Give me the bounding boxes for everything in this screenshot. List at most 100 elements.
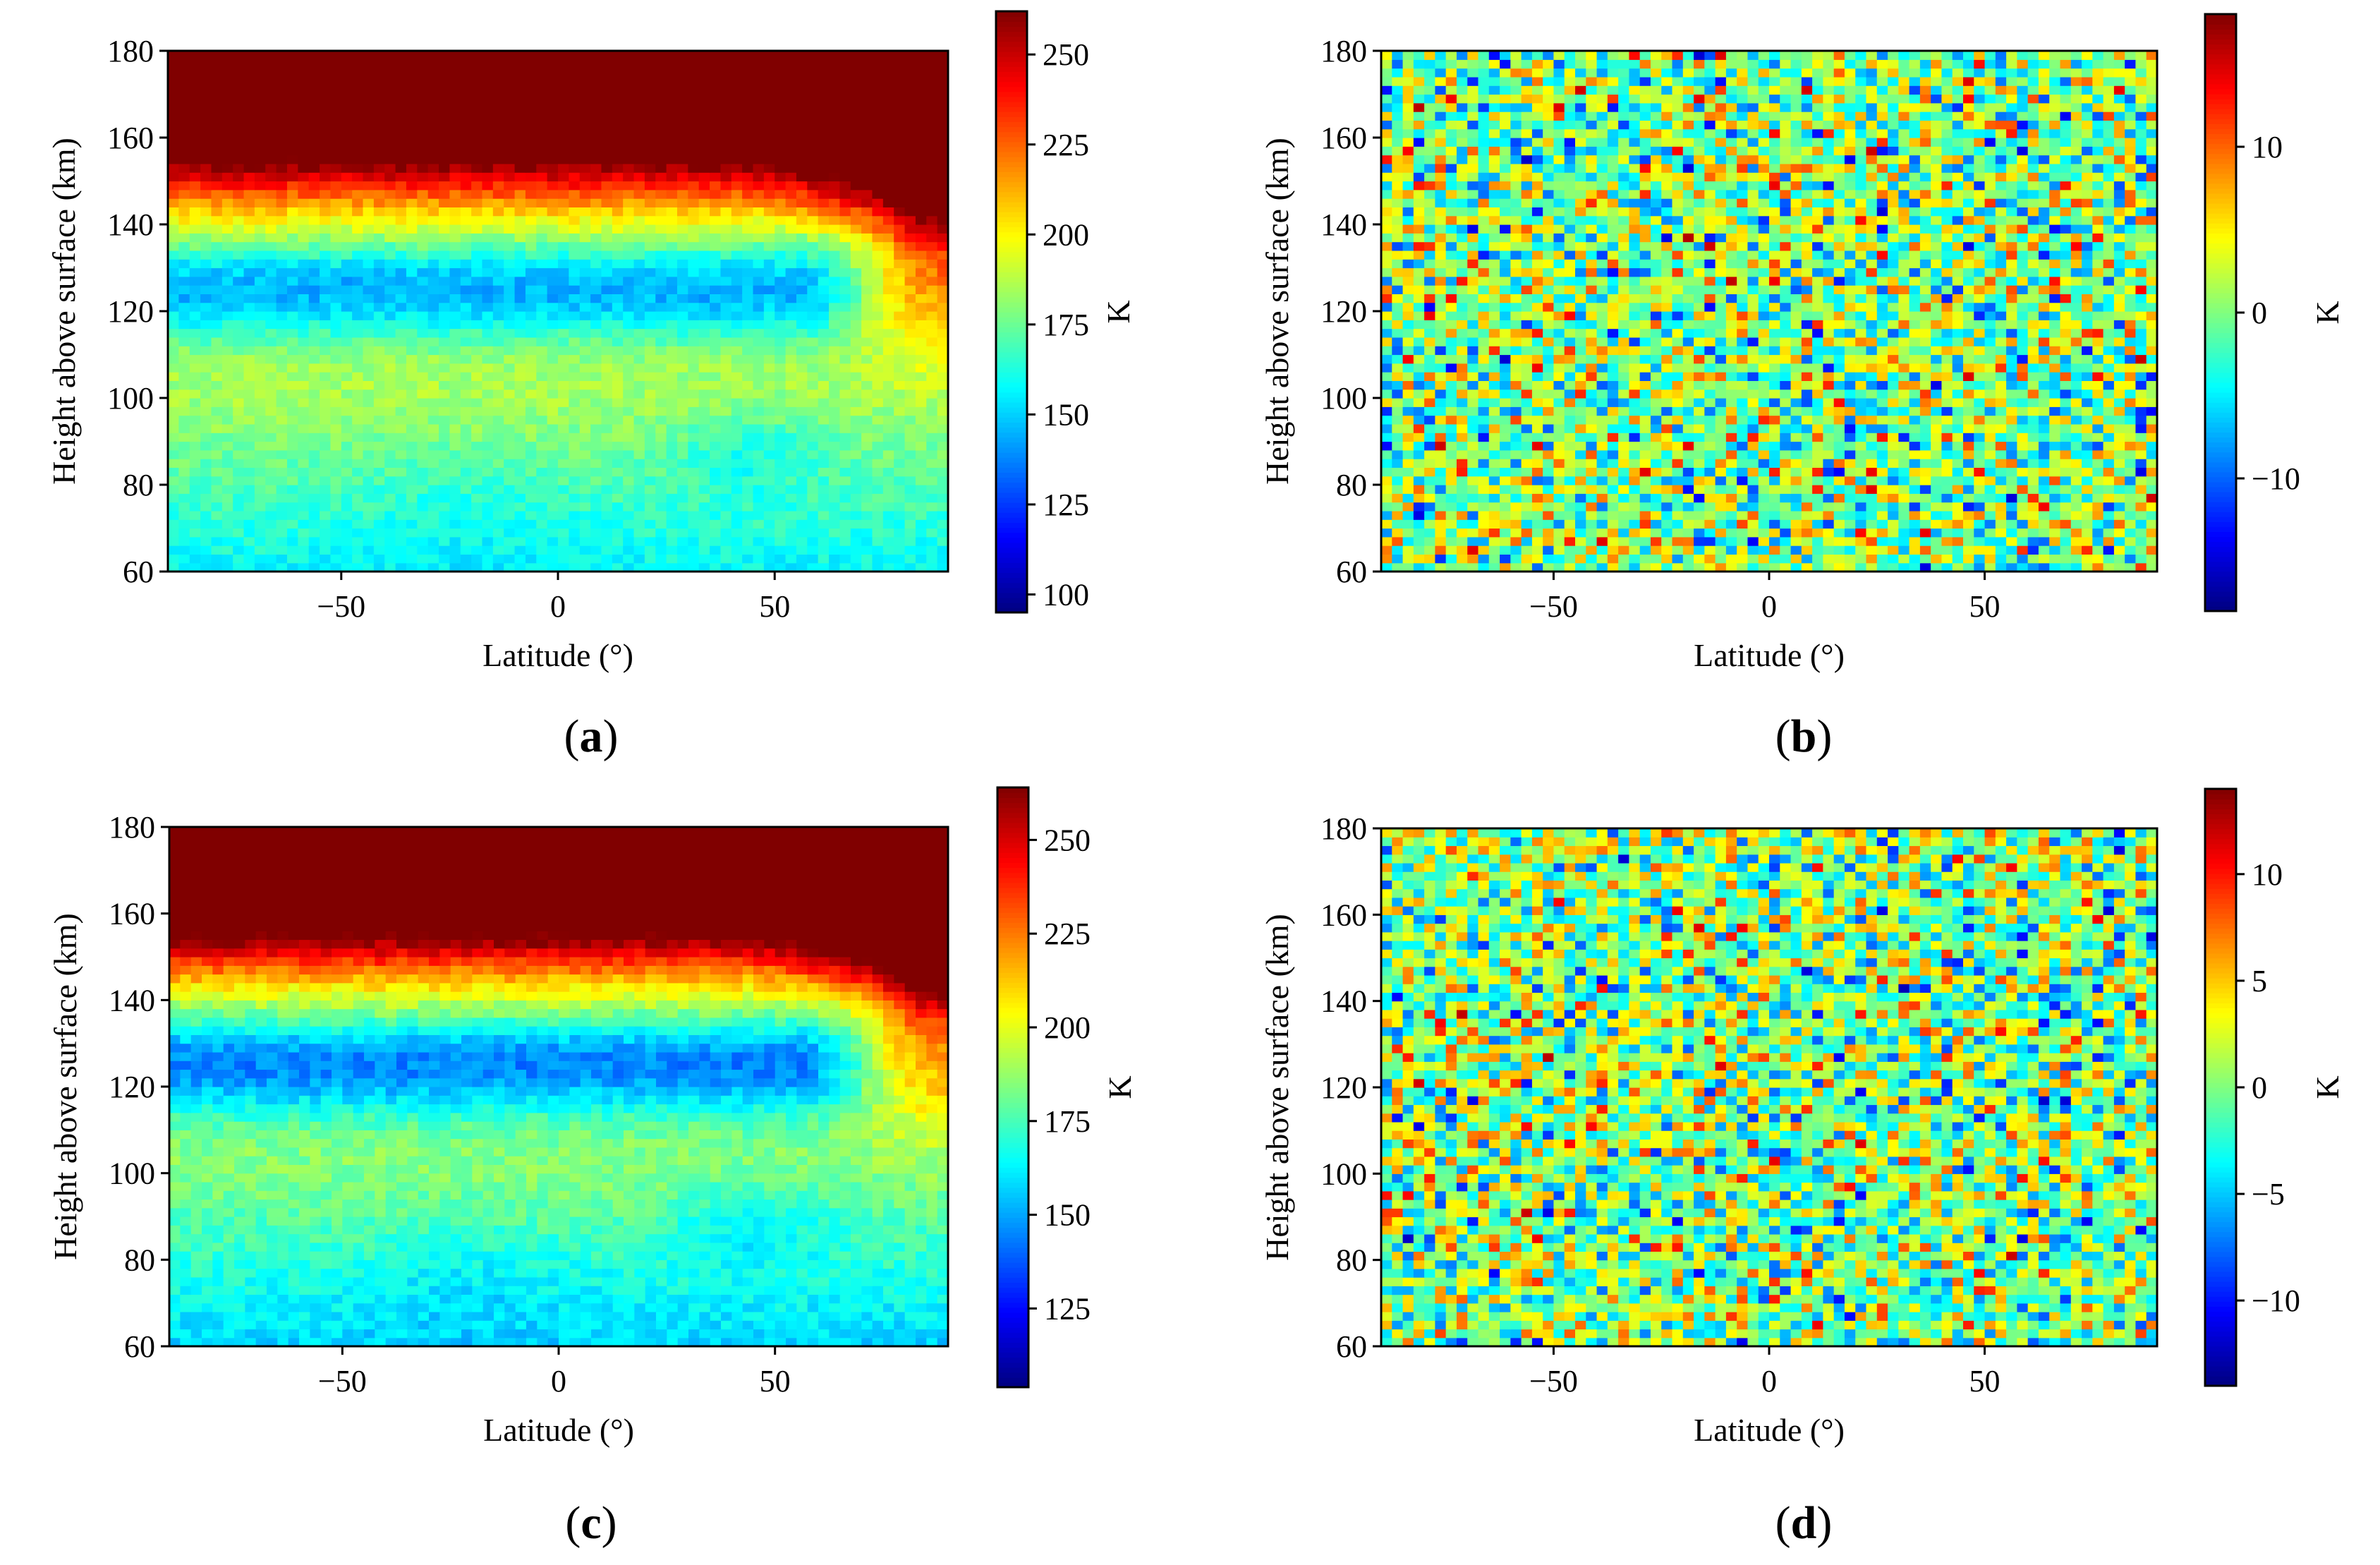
heatmap-cell (352, 216, 363, 225)
heatmap-cell (645, 329, 656, 338)
heatmap-cell (894, 138, 905, 147)
heatmap-cell (634, 233, 645, 242)
heatmap-cell (515, 285, 526, 294)
heatmap-cell (341, 355, 353, 364)
heatmap-cell (1479, 537, 1490, 546)
heatmap-cell (211, 346, 222, 355)
heatmap-cell (406, 380, 418, 389)
heatmap-cell (1769, 537, 1780, 546)
heatmap-cell (1931, 519, 1942, 528)
heatmap-cell (796, 250, 808, 260)
heatmap-cell (764, 337, 775, 346)
heatmap-cell (667, 424, 678, 433)
heatmap-cell (1479, 554, 1490, 563)
heatmap-cell (1823, 554, 1834, 563)
heatmap-cell (341, 268, 353, 277)
heatmap-cell (178, 268, 190, 277)
heatmap-cell (905, 363, 916, 373)
heatmap-cell (298, 155, 309, 164)
heatmap-cell (309, 493, 320, 502)
heatmap-cell (244, 416, 255, 425)
colorbar-segment (996, 87, 1027, 92)
heatmap-cell (178, 224, 190, 234)
heatmap-cell (2125, 554, 2136, 563)
heatmap-cell (255, 537, 266, 546)
heatmap-cell (255, 311, 266, 320)
heatmap-cell (894, 268, 905, 277)
heatmap-cell (341, 103, 353, 112)
heatmap-cell (839, 268, 851, 277)
heatmap-cell (558, 433, 569, 442)
heatmap-cell (547, 346, 559, 355)
heatmap-cell (330, 329, 341, 338)
heatmap-cell (244, 207, 255, 216)
heatmap-cell (926, 416, 937, 425)
heatmap-cell (883, 450, 894, 459)
heatmap-cell (590, 554, 602, 563)
heatmap-cell (580, 329, 591, 338)
heatmap-cell (916, 346, 927, 355)
heatmap-cell (558, 337, 569, 346)
heatmap-cell (807, 216, 818, 225)
heatmap-cell (211, 372, 222, 381)
heatmap-cell (439, 85, 450, 95)
heatmap-cell (1651, 537, 1662, 546)
heatmap-cell (1845, 545, 1856, 555)
heatmap-cell (851, 95, 862, 104)
heatmap-cell (1953, 528, 1964, 538)
heatmap-cell (688, 519, 699, 528)
heatmap-cell (330, 389, 341, 399)
heatmap-cell (504, 285, 515, 294)
heatmap-cell (580, 164, 591, 173)
heatmap-cell (1489, 537, 1500, 546)
heatmap-cell (287, 129, 298, 138)
heatmap-cell (601, 363, 612, 373)
colorbar-segment (996, 226, 1027, 232)
heatmap-cell (861, 416, 873, 425)
heatmap-cell (287, 172, 298, 181)
heatmap-cell (818, 77, 830, 86)
heatmap-cell (341, 77, 353, 86)
heatmap-cell (883, 537, 894, 546)
heatmap-cell (937, 259, 949, 268)
heatmap-cell (710, 138, 721, 147)
heatmap-cell (363, 242, 375, 251)
heatmap-cell (926, 424, 937, 433)
heatmap-cell (807, 181, 818, 191)
heatmap-cell (265, 511, 277, 520)
heatmap-cell (796, 337, 808, 346)
heatmap-cell (265, 502, 277, 512)
heatmap-cell (396, 129, 407, 138)
heatmap-cell (569, 424, 580, 433)
heatmap-cell (1457, 554, 1468, 563)
heatmap-cell (601, 424, 612, 433)
heatmap-cell (330, 406, 341, 416)
heatmap-cell (1802, 545, 1813, 555)
heatmap-cell (384, 285, 396, 294)
heatmap-cell (883, 207, 894, 216)
heatmap-cell (168, 346, 179, 355)
heatmap-cell (211, 398, 222, 407)
heatmap-cell (190, 485, 201, 494)
heatmap-cell (471, 285, 482, 294)
heatmap-cell (851, 329, 862, 338)
heatmap-cell (515, 233, 526, 242)
heatmap-cell (796, 537, 808, 546)
heatmap-cell (190, 406, 201, 416)
heatmap-cell (1910, 511, 1921, 520)
heatmap-cell (547, 450, 559, 459)
heatmap-cell (482, 59, 493, 68)
heatmap-cell (623, 259, 634, 268)
heatmap-cell (222, 337, 233, 346)
x-tick-label: 50 (759, 589, 790, 624)
heatmap-cell (699, 372, 710, 381)
heatmap-cell (244, 502, 255, 512)
heatmap-cell (699, 433, 710, 442)
heatmap-cell (753, 528, 765, 538)
heatmap-cell (417, 224, 428, 234)
heatmap-cell (894, 528, 905, 538)
heatmap-cell (667, 233, 678, 242)
heatmap-cell (861, 164, 873, 173)
heatmap-cell (612, 519, 624, 528)
heatmap-cell (2071, 545, 2082, 555)
